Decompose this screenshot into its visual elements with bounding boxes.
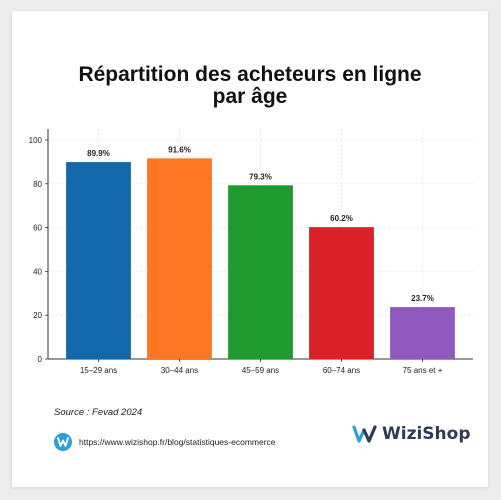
bar-4: [390, 307, 455, 359]
bar-value-label-2: 79.3%: [249, 172, 272, 181]
x-tick-label-0: 15–29 ans: [80, 366, 117, 375]
bar-value-label-0: 89.9%: [87, 149, 110, 158]
bar-value-label-3: 60.2%: [330, 214, 353, 223]
source-url-link[interactable]: https://www.wizishop.fr/blog/statistique…: [79, 437, 276, 447]
y-tick-label-1: 20: [33, 311, 42, 320]
x-tick-label-3: 60–74 ans: [323, 366, 360, 375]
bar-0: [66, 162, 131, 359]
infographic-card: Répartition des acheteurs en ligne par â…: [12, 11, 488, 487]
chart-title-line-1: Répartition des acheteurs en ligne: [78, 63, 422, 86]
y-tick-label-2: 40: [33, 267, 42, 276]
wizishop-circle-icon: [54, 433, 72, 451]
wizishop-logo-icon: [352, 425, 377, 443]
chart-title: Répartition des acheteurs en ligne par â…: [12, 64, 488, 108]
bar-3: [309, 227, 374, 359]
y-tick-label-0: 0: [38, 355, 43, 364]
bar-1: [147, 158, 212, 359]
bar-chart: 0 20 40 60 80 100 89.9% 15–29 ans 91.6% 30–44 ans…: [29, 129, 473, 375]
wizishop-logo: WiziShop: [352, 424, 471, 444]
chart-title-line-2: par âge: [212, 85, 288, 108]
y-tick-label-5: 100: [29, 136, 43, 145]
x-tick-label-4: 75 ans et +: [403, 366, 443, 375]
x-tick-label-2: 45–59 ans: [242, 366, 279, 375]
bar-2: [228, 185, 293, 359]
source-url-row: https://www.wizishop.fr/blog/statistique…: [54, 432, 276, 452]
bar-value-label-1: 91.6%: [168, 145, 191, 154]
y-tick-label-4: 80: [33, 180, 42, 189]
source-note: Source : Fevad 2024: [54, 407, 143, 418]
y-tick-label-3: 60: [33, 224, 42, 233]
x-tick-label-1: 30–44 ans: [161, 366, 198, 375]
bar-value-label-4: 23.7%: [411, 294, 434, 303]
wizishop-logo-text: WiziShop: [382, 424, 471, 444]
